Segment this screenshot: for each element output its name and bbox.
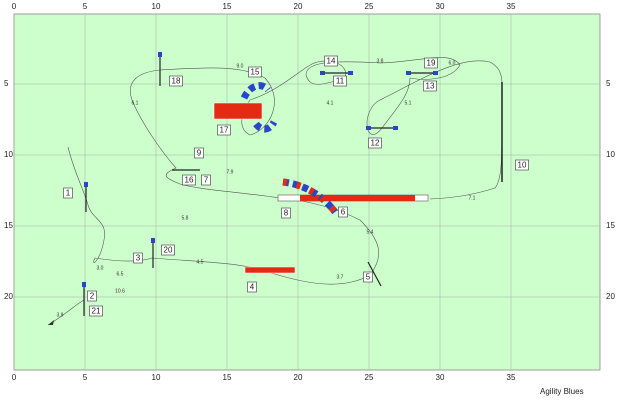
y-tick-label-left: 15 [4, 221, 13, 230]
x-tick-label-top: 10 [152, 2, 161, 11]
jump-wings [82, 52, 438, 287]
x-tick-label-top: 5 [83, 2, 88, 11]
distance-label: 7.9 [227, 169, 234, 175]
distance-label: 3.9 [57, 312, 64, 318]
tunnel [240, 82, 278, 133]
label-box [281, 207, 291, 219]
distance-label: 3.8 [377, 58, 384, 64]
obstacle-label: 12 [371, 139, 380, 148]
y-tick-label-right: 15 [606, 221, 615, 230]
distance-label: 6.0 [449, 60, 456, 66]
y-tick-label-left: 5 [4, 79, 9, 88]
obstacle-label: 16 [185, 176, 194, 185]
tunnel [244, 266, 296, 274]
label-box [201, 174, 211, 186]
label-box [169, 75, 183, 87]
label-box [423, 80, 437, 92]
distance-label: 4.1 [327, 100, 334, 106]
x-tick-label-top: 35 [507, 2, 516, 11]
obstacle-label: 7 [204, 176, 209, 185]
distance-label: 7.1 [469, 195, 476, 201]
label-box [182, 174, 196, 186]
obstacle-label: 13 [426, 82, 435, 91]
x-tick-label-bottom: 35 [507, 373, 516, 382]
obstacle-label: 19 [427, 59, 436, 68]
label-box [87, 290, 97, 302]
obstacle-label: 14 [327, 57, 336, 66]
tunnel [282, 178, 338, 215]
obstacle-label: 15 [251, 68, 260, 77]
distance-label: 5.8 [182, 215, 189, 221]
obstacle-label: 17 [220, 126, 229, 135]
x-tick-label-bottom: 10 [152, 373, 161, 382]
label-box [515, 159, 529, 171]
distance-labels: 3.0 6.5 10.6 3.9 5.8 7.9 4.5 3.7 5.4 6.1 9.0 4.1 5.1… [57, 58, 476, 318]
x-tick-label-bottom: 5 [83, 373, 88, 382]
obstacle-label: 18 [172, 77, 181, 86]
obstacle-label: 1 [66, 189, 71, 198]
tunnel [213, 102, 263, 120]
y-tick-label-left: 10 [4, 150, 13, 159]
x-tick-label-bottom: 30 [436, 373, 445, 382]
y-tick-label-right: 10 [606, 150, 615, 159]
footer: Agility Blues [540, 387, 584, 396]
label-box [324, 55, 338, 67]
label-box [161, 244, 175, 256]
label-box [133, 252, 143, 264]
x-tick-label-bottom: 25 [365, 373, 374, 382]
distance-label: 5.4 [367, 229, 374, 235]
label-box [333, 75, 347, 87]
distance-label: 4.5 [197, 259, 204, 265]
distance-label: 10.6 [115, 288, 125, 294]
label-box [338, 206, 348, 218]
distance-label: 6.5 [117, 271, 124, 277]
jumps [83, 54, 438, 316]
x-tick-label-bottom: 20 [294, 373, 303, 382]
obstacle-label: 3 [136, 254, 141, 263]
tunnel [282, 178, 338, 215]
obstacle-label: 5 [366, 273, 371, 282]
x-tick-label-top: 0 [12, 2, 17, 11]
label-box [247, 281, 257, 293]
obstacle-label: 21 [92, 307, 101, 316]
x-tick-label-top: 30 [436, 2, 445, 11]
y-tick-label-left: 20 [4, 292, 13, 301]
label-box [363, 271, 373, 283]
label-box [63, 187, 73, 199]
label-box [368, 137, 382, 149]
x-tick-label-top: 15 [223, 2, 232, 11]
distance-label: 3.0 [97, 265, 104, 271]
arrow [48, 320, 54, 325]
distance-label: 5.1 [405, 100, 412, 106]
obstacle-label: 8 [284, 209, 289, 218]
label-box [424, 57, 438, 69]
dogwalk-contact [300, 195, 415, 201]
distance-label: 6.1 [132, 100, 139, 106]
field [13, 13, 601, 371]
label-box [89, 305, 103, 317]
obstacle-label: 20 [164, 246, 173, 255]
x-tick-label-bottom: 0 [12, 373, 17, 382]
label-box [194, 147, 204, 159]
y-tick-label-right: 5 [606, 79, 611, 88]
label-box [248, 66, 262, 78]
x-tick-label-bottom: 15 [223, 373, 232, 382]
distance-label: 3.7 [337, 274, 344, 280]
obstacle-label: 2 [90, 292, 95, 301]
obstacle-label: 4 [250, 283, 255, 292]
x-tick-label-top: 20 [294, 2, 303, 11]
obstacle-label: 9 [197, 149, 202, 158]
obstacle-label: 6 [341, 208, 346, 217]
y-tick-label-right: 20 [606, 292, 615, 301]
x-tick-label-top: 25 [365, 2, 374, 11]
label-box [217, 124, 231, 136]
distance-label: 9.0 [237, 63, 244, 69]
obstacle-label: 11 [336, 77, 345, 86]
obstacle-label: 10 [518, 161, 527, 170]
